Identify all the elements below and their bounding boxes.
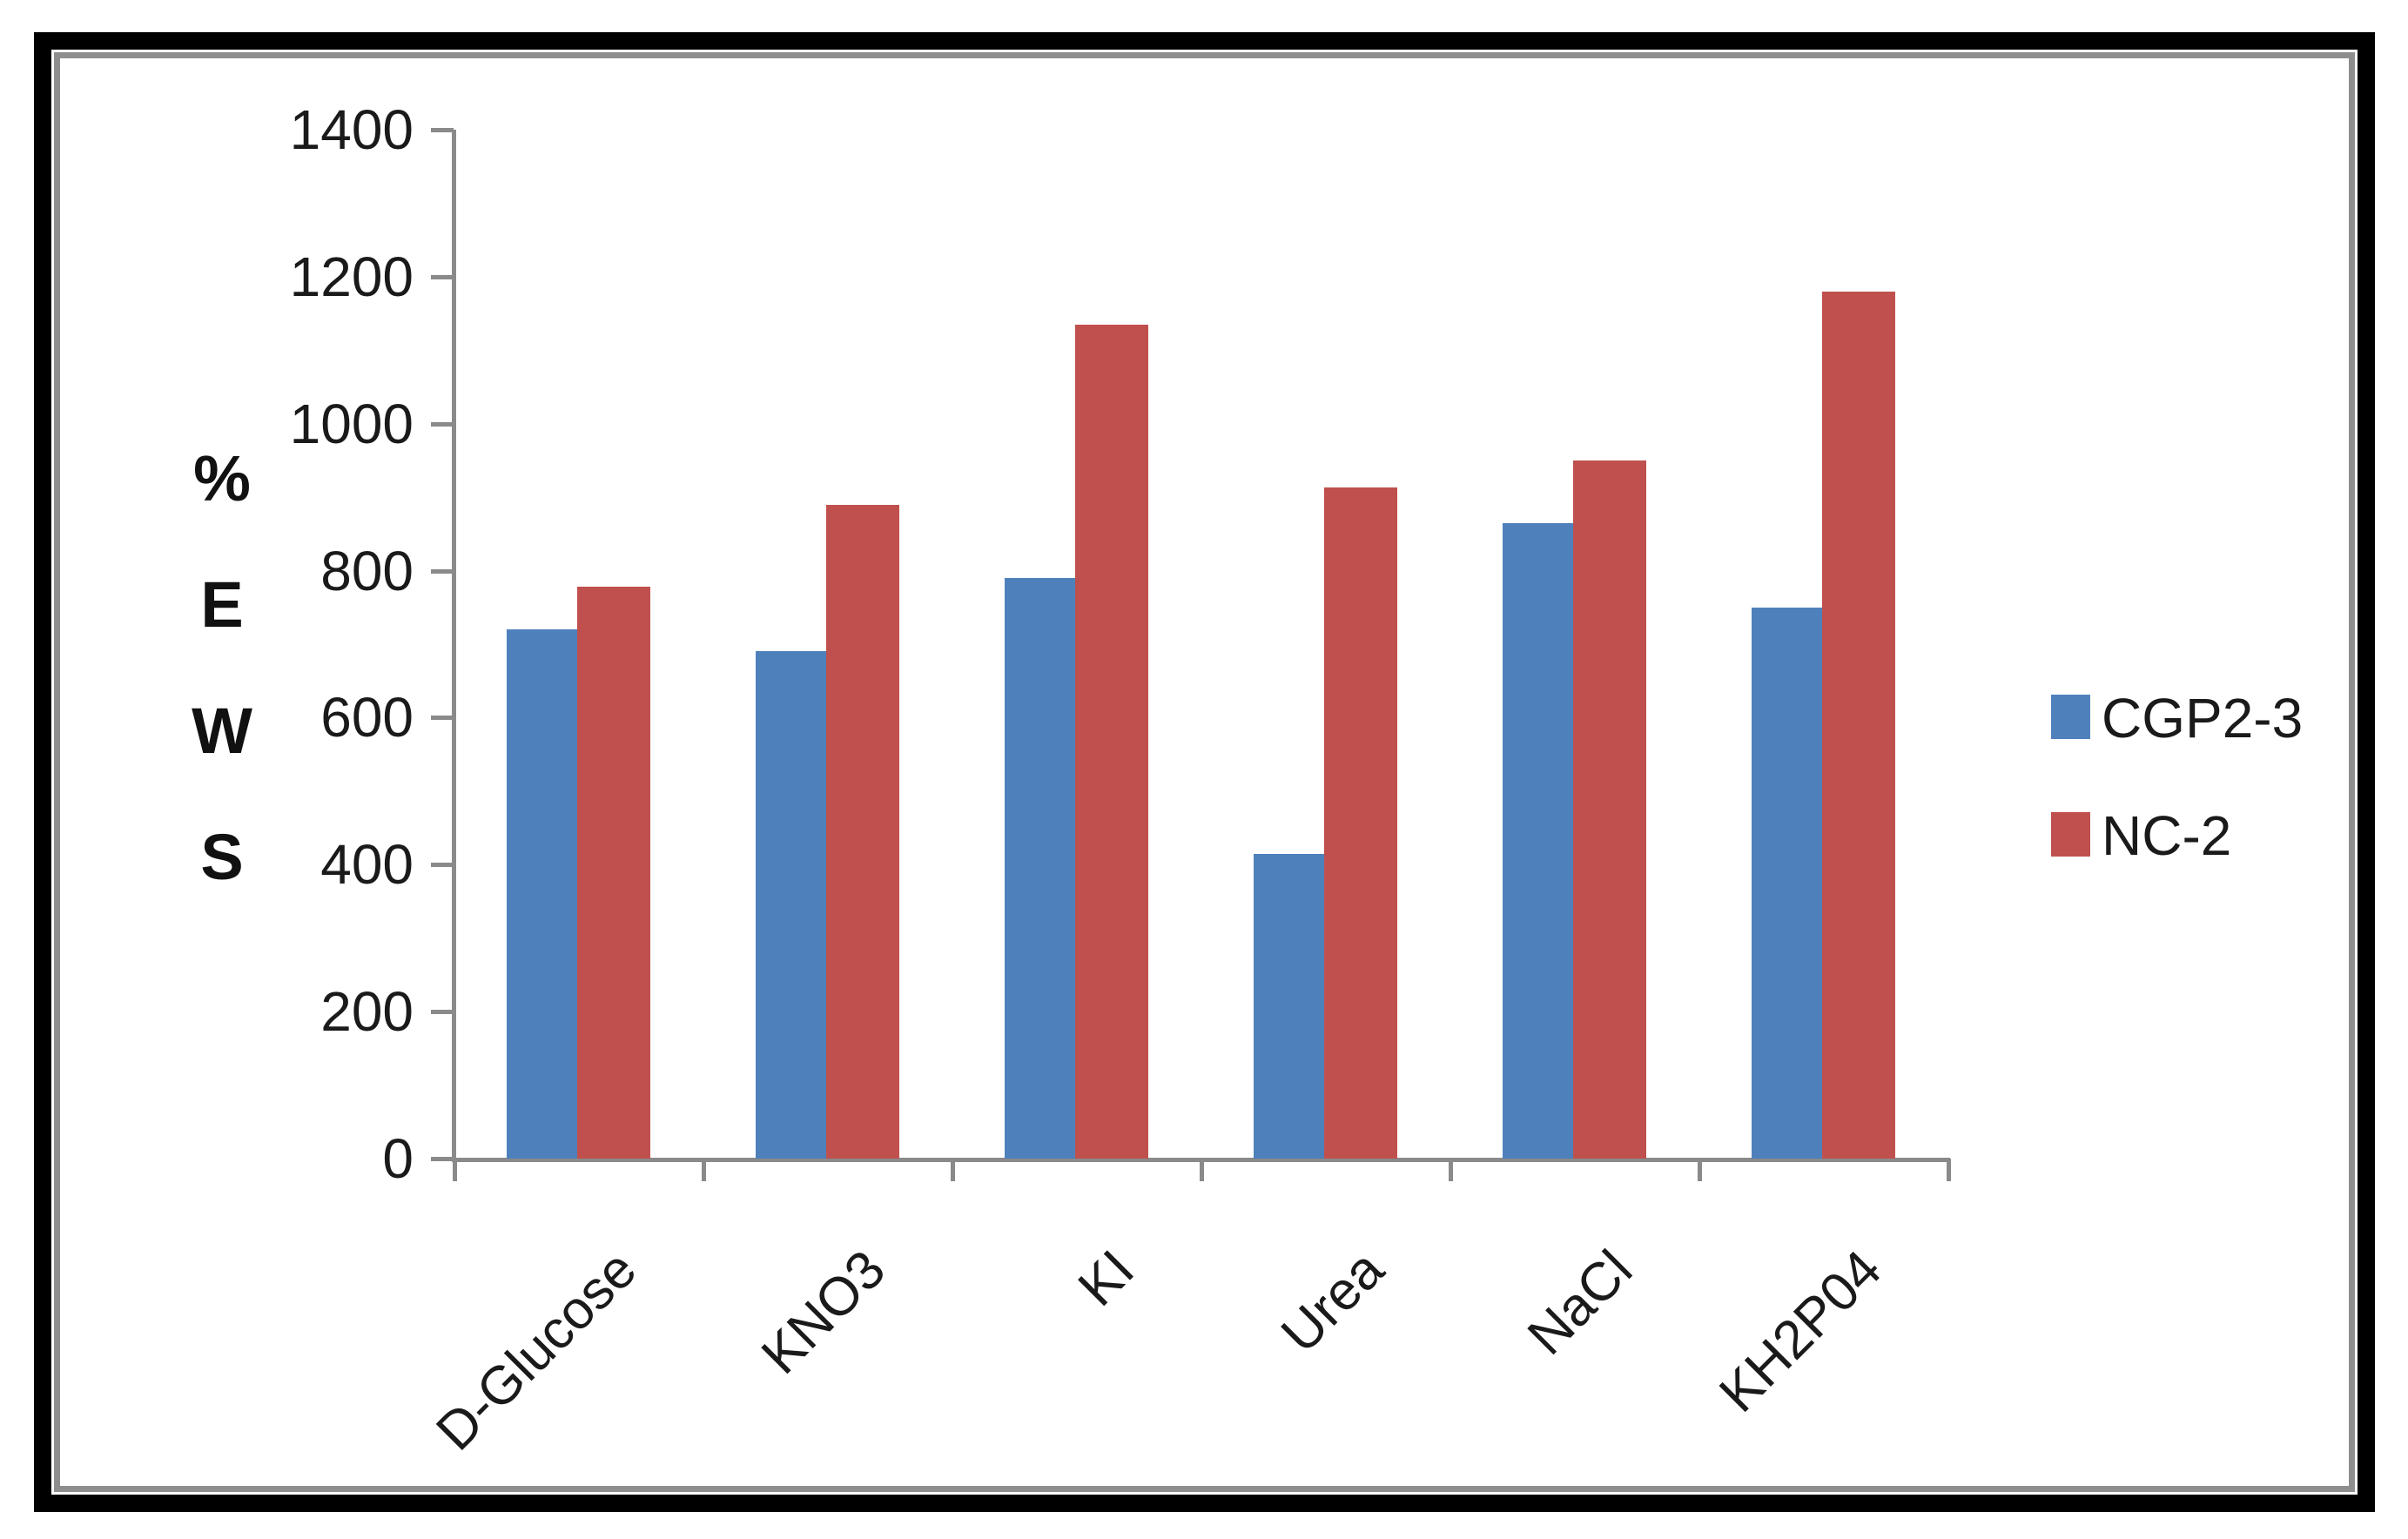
y-axis-title-char: W	[192, 695, 252, 767]
x-tick-mark	[1449, 1159, 1453, 1181]
bar-cgp2-3-urea	[1254, 853, 1324, 1159]
legend-label-nc-2: NC-2	[2102, 804, 2232, 867]
x-tick-mark	[702, 1159, 706, 1181]
y-tick-label: 400	[320, 833, 414, 897]
y-axis-title-char: %	[193, 442, 251, 514]
y-tick-label: 200	[320, 980, 414, 1044]
x-tick-mark	[453, 1159, 457, 1181]
y-tick-label: 1200	[289, 245, 414, 308]
y-tick-mark	[431, 1010, 454, 1015]
y-tick-label: 800	[320, 539, 414, 602]
x-category-label-d-glucose: D-Glucose	[425, 1239, 649, 1462]
y-axis-title-char: E	[200, 568, 244, 641]
y-tick-mark	[431, 274, 454, 279]
bar-cgp2-3-nacl	[1503, 522, 1573, 1159]
y-tick-mark	[431, 421, 454, 427]
bar-nc-2-kno3	[826, 504, 899, 1159]
y-axis-line	[452, 130, 456, 1161]
bar-nc-2-kh2p04	[1822, 291, 1895, 1159]
outer-black-frame	[34, 32, 2375, 1512]
x-tick-mark	[951, 1159, 955, 1181]
y-tick-mark	[431, 128, 454, 132]
y-tick-label: 1000	[289, 392, 414, 455]
bar-nc-2-urea	[1324, 487, 1397, 1159]
y-tick-mark	[431, 1157, 454, 1161]
legend-label-cgp2-3: CGP2-3	[2102, 687, 2304, 749]
inner-gray-frame	[54, 52, 2355, 1492]
x-tick-mark	[1200, 1159, 1204, 1181]
bar-nc-2-ki	[1075, 324, 1148, 1159]
y-tick-label: 1400	[289, 98, 414, 161]
y-tick-mark	[431, 568, 454, 574]
x-category-label-kno3: KNO3	[750, 1239, 898, 1386]
x-category-label-kh2p04: KH2P04	[1708, 1239, 1893, 1424]
bar-cgp2-3-kno3	[756, 651, 826, 1159]
x-category-label-nacl: NaCl	[1517, 1239, 1645, 1367]
x-category-label-ki: KI	[1067, 1239, 1147, 1318]
y-tick-mark	[431, 716, 454, 721]
bar-nc-2-nacl	[1573, 460, 1646, 1159]
y-axis-title-char: S	[200, 821, 244, 893]
bar-cgp2-3-ki	[1005, 578, 1075, 1159]
x-category-label-urea: Urea	[1269, 1239, 1396, 1365]
x-tick-mark	[1698, 1159, 1702, 1181]
legend-swatch-cgp2-3	[2051, 695, 2090, 739]
bar-cgp2-3-d-glucose	[507, 629, 577, 1159]
y-tick-label: 600	[320, 686, 414, 749]
y-tick-mark	[431, 863, 454, 868]
bar-cgp2-3-kh2p04	[1752, 607, 1822, 1159]
y-tick-label: 0	[382, 1127, 414, 1190]
bar-nc-2-d-glucose	[577, 587, 650, 1159]
x-tick-mark	[1947, 1159, 1951, 1181]
legend-swatch-nc-2	[2051, 812, 2090, 857]
